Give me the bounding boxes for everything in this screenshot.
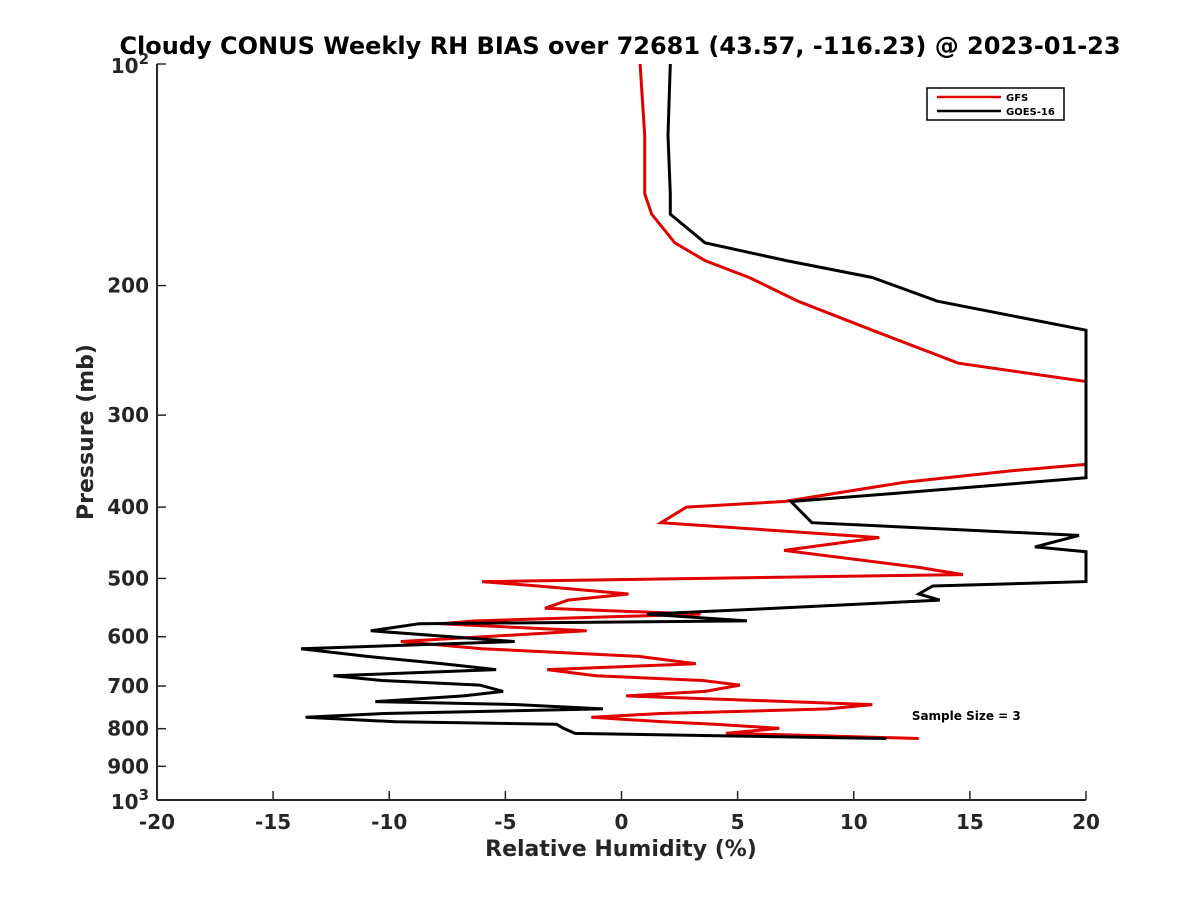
y-tick-label: 103 (111, 786, 149, 814)
x-ticks: -20 -15 -10 -5 0 5 10 15 20 (139, 791, 1100, 834)
x-tick-label: 15 (956, 810, 984, 834)
y-tick-label: 102 (111, 50, 149, 78)
y-tick-label: 500 (107, 566, 149, 590)
chart-title: Cloudy CONUS Weekly RH BIAS over 72681 (… (119, 32, 1120, 60)
x-tick-label: 20 (1072, 810, 1100, 834)
y-axis-label: Pressure (mb) (74, 344, 99, 520)
x-tick-label: 0 (615, 810, 629, 834)
legend-label-gfs: GFS (1006, 93, 1028, 104)
y-tick-label: 600 (107, 625, 149, 649)
plot-area: -20 -15 -10 -5 0 5 10 15 20 102 200 300 400 500 600 70… (107, 50, 1100, 834)
x-tick-label: -5 (494, 810, 516, 834)
x-tick-label: -20 (139, 810, 175, 834)
x-axis-label: Relative Humidity (%) (485, 837, 757, 862)
series-line-goes16 (300, 63, 1088, 740)
x-tick-label: -10 (371, 810, 407, 834)
legend-label-goes16: GOES-16 (1006, 107, 1055, 118)
legend: GFS GOES-16 (926, 87, 1065, 121)
series-layer (300, 63, 1088, 740)
sample-size-annotation: Sample Size = 3 (912, 709, 1021, 723)
y-tick-label: 800 (107, 717, 149, 741)
y-tick-label: 700 (107, 674, 149, 698)
y-tick-label: 400 (107, 495, 149, 519)
y-tick-label: 200 (107, 274, 149, 298)
y-ticks: 102 200 300 400 500 600 700 800 900 103 (107, 50, 166, 814)
x-tick-label: 5 (731, 810, 745, 834)
y-tick-label: 900 (107, 754, 149, 778)
series-line-gfs (400, 63, 1088, 740)
legend-box (926, 87, 1065, 121)
y-tick-label: 300 (107, 403, 149, 427)
x-tick-label: 10 (840, 810, 868, 834)
x-tick-label: -15 (255, 810, 291, 834)
plot-background (157, 64, 1086, 800)
